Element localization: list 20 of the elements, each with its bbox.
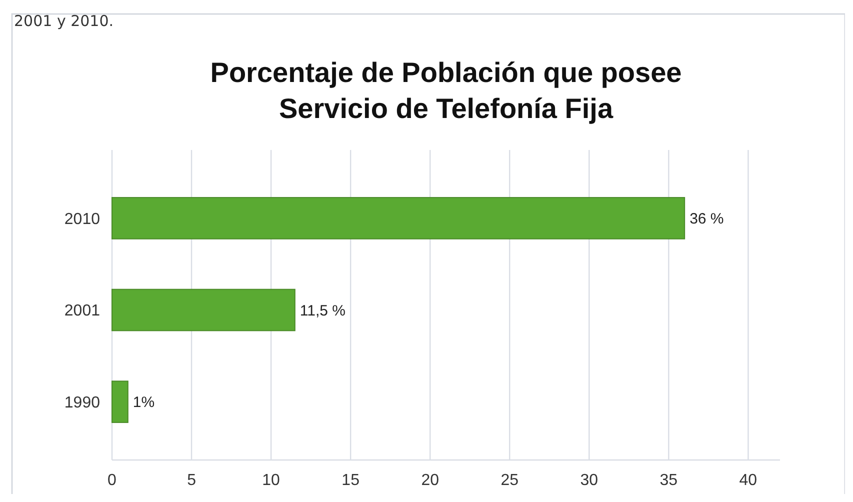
chart-title: Porcentaje de Población que posee Servicio de Telefonía Fija [210,57,682,124]
x-tick-label: 40 [739,472,758,489]
y-tick-label: 1990 [64,394,100,412]
x-tick-label: 35 [660,472,678,489]
bar [112,197,686,240]
y-tick-label: 2010 [64,210,100,228]
y-tick-label: 2001 [64,302,100,320]
x-tick-label: 25 [500,472,519,489]
x-tick-label: 20 [421,472,440,489]
bar [112,288,296,332]
x-tick-label: 5 [187,472,196,489]
x-tick-label: 10 [262,472,280,489]
x-tick-label: 30 [580,472,598,489]
data-label: 1% [132,394,155,412]
text: 2001 y 2010. [14,12,114,30]
data-label: 11,5 % [300,302,346,320]
x-tick-label: 0 [108,472,117,489]
x-tick-label: 15 [342,472,360,489]
data-label: 36 % [690,210,724,228]
bar [112,380,128,423]
